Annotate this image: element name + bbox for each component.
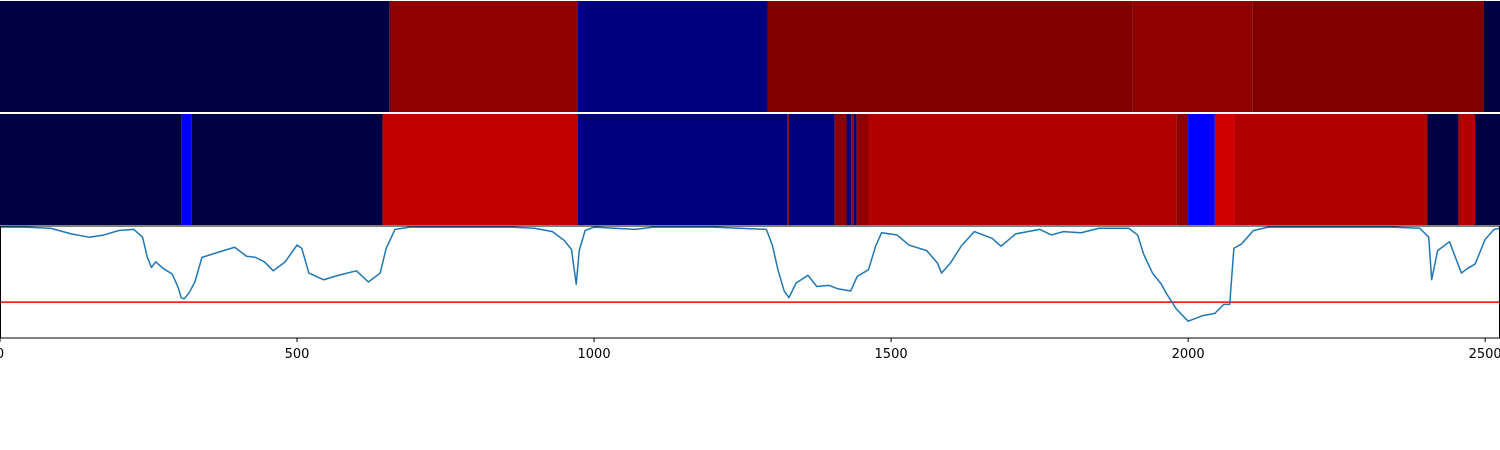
segment-1-15 [1214, 114, 1235, 225]
line-panel-background [0, 226, 1500, 338]
heatmap-strip-top [0, 1, 1500, 112]
segment-1-3 [382, 114, 579, 225]
segment-1-0 [0, 114, 182, 225]
series-line [0, 226, 1500, 322]
segment-0-6 [1483, 1, 1500, 112]
segment-1-4 [578, 114, 788, 225]
segment-1-11 [856, 114, 869, 225]
x-tick-label: 1500 [875, 347, 908, 362]
line-panel [0, 225, 1500, 339]
segment-1-18 [1458, 114, 1476, 225]
segment-0-2 [578, 1, 768, 112]
segment-1-13 [1176, 114, 1189, 225]
x-axis: 0 500 1000 1500 2000 2500 [0, 338, 1500, 362]
segment-1-9 [851, 114, 854, 225]
segment-0-4 [1132, 1, 1253, 112]
segment-0-1 [389, 1, 579, 112]
x-tick-label: 0 [0, 347, 4, 362]
segment-1-7 [834, 114, 847, 225]
segment-1-1 [181, 114, 192, 225]
segment-1-17 [1427, 114, 1459, 225]
segment-1-8 [846, 114, 852, 225]
segment-1-16 [1234, 114, 1428, 225]
segment-1-10 [853, 114, 857, 225]
heatmap-strip-middle [0, 114, 1500, 225]
segment-0-5 [1252, 1, 1484, 112]
segment-1-6 [788, 114, 835, 225]
segment-1-2 [191, 114, 383, 225]
segment-0-3 [767, 1, 1133, 112]
x-tick-label: 500 [285, 347, 310, 362]
x-tick-label: 2000 [1172, 347, 1205, 362]
segment-1-12 [868, 114, 1177, 225]
segment-0-0 [0, 1, 390, 112]
x-tick-label: 2500 [1469, 347, 1500, 362]
segment-1-14 [1188, 114, 1215, 225]
segment-1-5 [787, 114, 789, 225]
x-tick-label: 1000 [578, 347, 611, 362]
segment-1-19 [1475, 114, 1500, 225]
